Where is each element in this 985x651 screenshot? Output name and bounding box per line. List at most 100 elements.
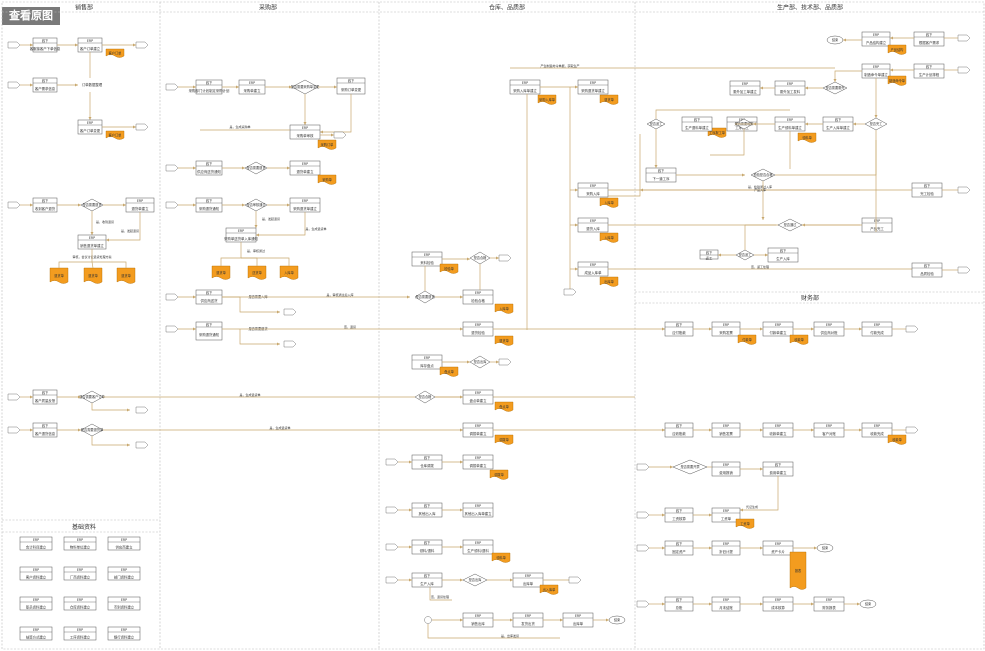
arrow-head [662, 428, 665, 432]
process-box: ERP 供应商对账 [813, 321, 845, 337]
document-shape: 入库单 [599, 232, 619, 243]
document-shape: 采购订单 [317, 139, 337, 150]
process-box-tag: ERP [723, 598, 729, 602]
decision-diamond: 是否需要客户订单 [79, 390, 106, 404]
arrow-head [193, 203, 196, 207]
basic-data-box: ERP 职员资料建立 [19, 596, 53, 611]
process-box-label: 盘点单建立 [470, 398, 488, 403]
process-box-label: 采购单审核 [297, 133, 315, 138]
arrow-head [30, 83, 33, 87]
arrow-head [662, 546, 665, 550]
terminator: 结束 [826, 35, 844, 45]
flow-line [106, 212, 141, 241]
offpage-connector [7, 393, 21, 401]
document-shape: 退货单 [83, 267, 103, 284]
process-box-label: 收款完成 [870, 431, 884, 436]
process-box-label: 仓库资料建立 [70, 605, 91, 610]
arrow-head [709, 602, 712, 606]
process-box-tag: ERP [522, 81, 528, 85]
document-shape-fill [887, 434, 907, 445]
process-box-tag: ERP [475, 391, 481, 395]
basic-data-box: ERP 币别资料建立 [107, 596, 141, 611]
arrow-head [133, 125, 136, 129]
offpage-connector [283, 340, 297, 348]
lane-title-basic: 基础资料 [72, 523, 96, 531]
arrow-head [90, 232, 94, 235]
label: 是否需要退货 [248, 326, 267, 331]
document-shape-label: 检验单 [444, 266, 454, 271]
arrow-head [761, 217, 765, 220]
document-shape: 采购入库单 [537, 94, 557, 105]
process-box: ERP 发货出货 [512, 612, 544, 628]
process-box-tag: 线下 [926, 32, 933, 37]
process-box-label: 出库单 [573, 621, 584, 626]
process-box-frame [19, 626, 53, 641]
process-box-tag: ERP [590, 184, 596, 188]
decision-diamond: 是否需要退货 [80, 198, 104, 212]
process-box: ERP 委外加工发料 [774, 80, 806, 96]
arrow-head [709, 428, 712, 432]
process-box-tag: ERP [826, 424, 832, 428]
process-box-tag: ERP [775, 424, 781, 428]
arrow-head [409, 578, 412, 582]
process-box-tag: 线下 [926, 64, 933, 69]
arrow-head [287, 166, 290, 170]
arrow-head [742, 173, 745, 177]
arrow-head [123, 203, 126, 207]
process-box-label: 客户需求信息 [35, 86, 56, 91]
flow-line [241, 257, 258, 266]
decision-diamond: 是否需要退货 [414, 290, 436, 304]
offpage-connector [7, 41, 21, 49]
process-box-label: 品质检验 [920, 271, 934, 276]
decision-diamond-frame [414, 390, 436, 404]
lane-title-purchase: 采购部 [259, 4, 277, 12]
arrow-head [193, 85, 196, 89]
document-shape-fill [797, 132, 817, 143]
process-box-frame [63, 596, 97, 611]
decision-diamond-frame [777, 218, 803, 232]
arrow-head [575, 85, 578, 89]
arrow-head [303, 122, 307, 125]
process-box: ERP 委外加工单建立 [729, 80, 761, 96]
document-shape-label: 收款单 [794, 337, 804, 342]
document-shape: 入库单 [494, 303, 514, 314]
arrow-head [460, 295, 463, 299]
basic-data-box: ERP 工序资料建立 [63, 626, 97, 641]
process-box-tag: ERP [723, 509, 729, 513]
process-box-tag: ERP [249, 81, 255, 85]
process-box-label: 其他出入库单建立 [464, 511, 492, 516]
terminator: 结束 [816, 543, 834, 553]
process-box-label: 采购入库 [586, 191, 600, 196]
arrow-head [709, 546, 712, 550]
process-box-tag: ERP [77, 598, 83, 602]
document-shape-label: 客户订单 [109, 133, 123, 138]
process-box-tag: ERP [302, 162, 308, 166]
label: 是，生成退货单 [305, 226, 326, 231]
process-box-tag: ERP [775, 598, 781, 602]
process-box-frame [861, 31, 891, 47]
process-box: ERP 产品完工 [861, 217, 893, 233]
offpage-connector [636, 600, 650, 608]
process-box-tag: ERP [475, 456, 481, 460]
arrow-head [760, 86, 763, 90]
arrow-head [409, 545, 412, 549]
arrow-head [88, 117, 92, 120]
arrow-head [127, 443, 130, 447]
process-box-label: 退货单建立 [132, 206, 150, 211]
document-shape-fill [317, 174, 337, 185]
basic-data-box: ERP 厂商资料建立 [63, 566, 97, 581]
process-box-label: 折旧计提 [719, 549, 733, 554]
process-box-tag: ERP [475, 323, 481, 327]
process-box-tag: 线下 [835, 117, 842, 122]
arrow-head [242, 166, 245, 170]
arrow-head [78, 428, 81, 432]
process-box: ERP 资产卡片 [762, 540, 794, 556]
process-box-tag: ERP [33, 628, 39, 632]
document-shape: 送货单 [247, 265, 267, 280]
